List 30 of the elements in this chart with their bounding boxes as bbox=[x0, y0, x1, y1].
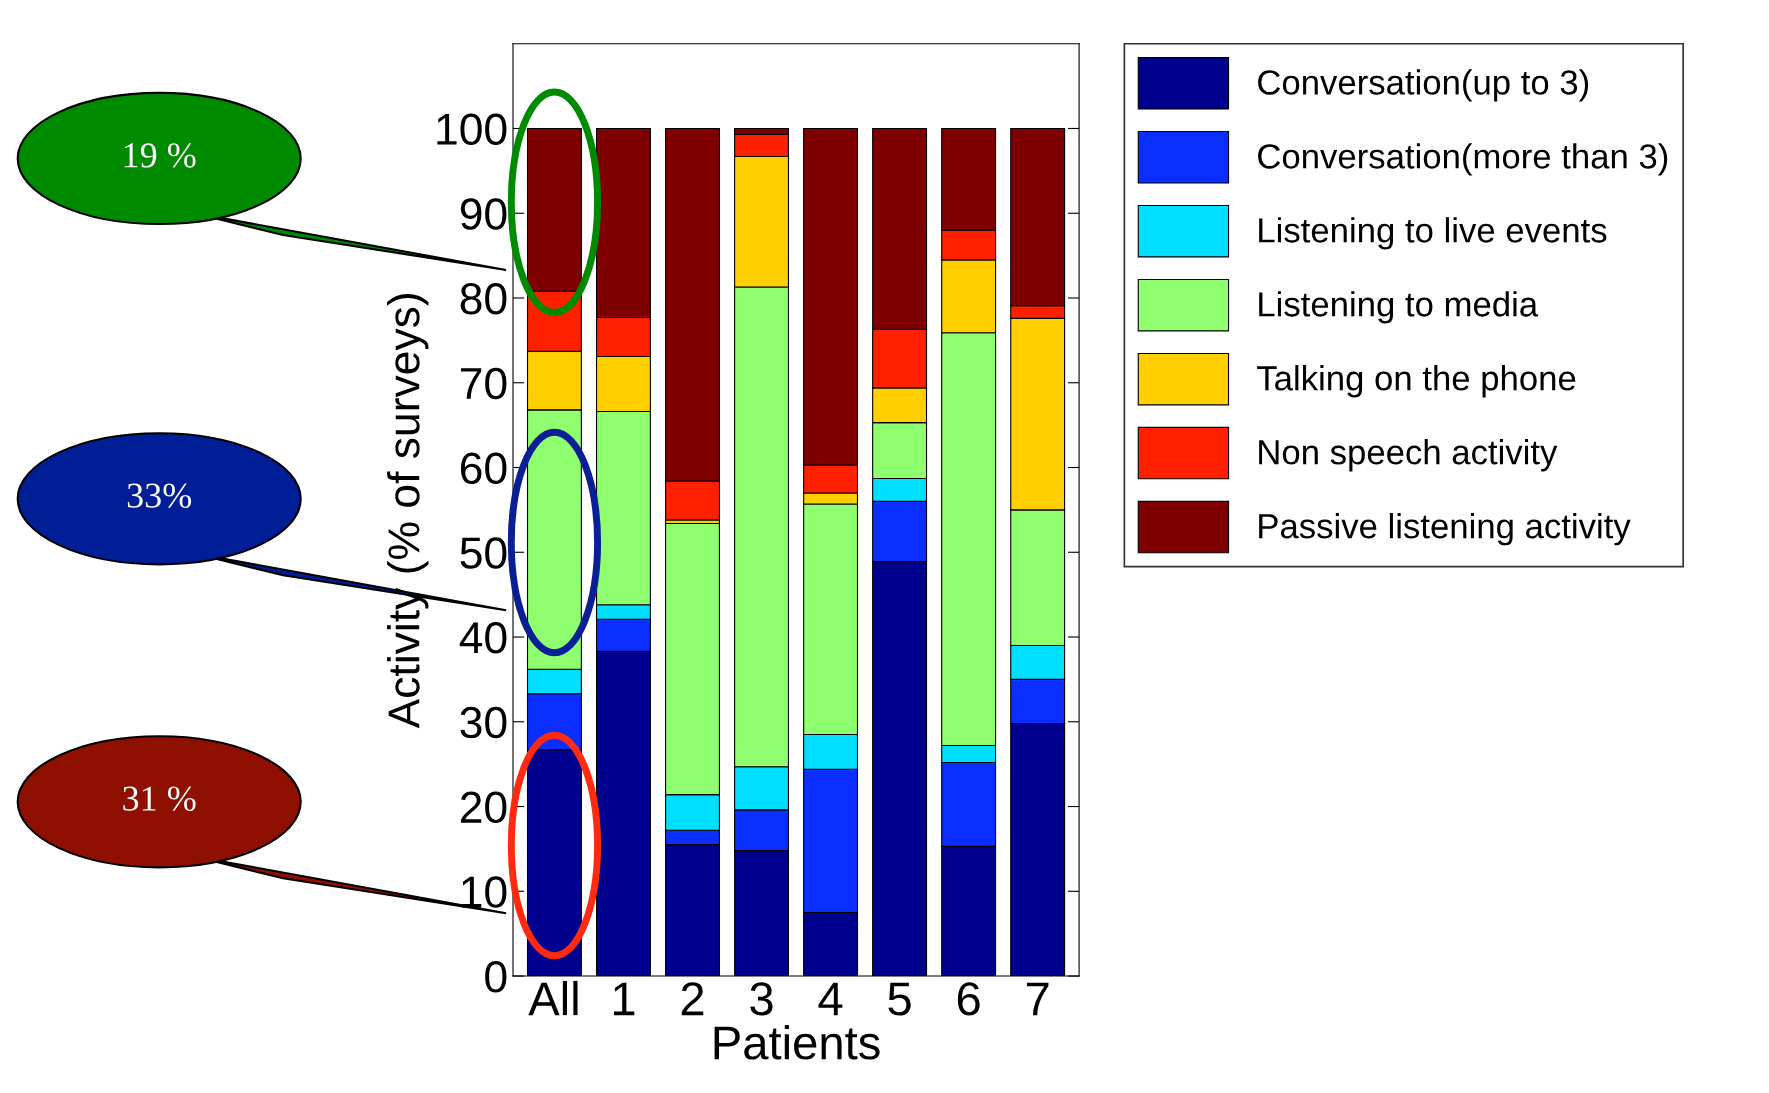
legend-label: Listening to media bbox=[1259, 291, 1539, 324]
y-tick-label: 80 bbox=[460, 283, 507, 315]
text: 31 % bbox=[123, 786, 196, 811]
x-axis-title: Patients bbox=[714, 1024, 880, 1060]
x-tick-label: All bbox=[528, 980, 578, 1016]
legend-label: Listening to live events bbox=[1259, 217, 1607, 250]
y-tick-label: 100 bbox=[437, 113, 507, 146]
x-tick-label: 2 bbox=[681, 982, 704, 1016]
x-tick-label: 3 bbox=[750, 982, 773, 1016]
y-tick-label: 30 bbox=[460, 706, 507, 739]
y-tick-label: 20 bbox=[460, 791, 507, 824]
legend-label: Conversation(up to 3) bbox=[1258, 69, 1589, 102]
text: 19 % bbox=[124, 143, 196, 168]
x-tick-label: 5 bbox=[888, 982, 911, 1016]
x-tick-label: 4 bbox=[818, 982, 843, 1016]
x-tick-label: 1 bbox=[613, 982, 635, 1016]
legend-label: Non speech activity bbox=[1259, 439, 1558, 472]
y-tick-label: 90 bbox=[460, 198, 507, 230]
y-tick-label: 50 bbox=[460, 537, 507, 569]
legend-label: Passive listening activity bbox=[1259, 513, 1631, 546]
y-tick-label: 60 bbox=[460, 452, 507, 485]
y-tick-label: 0 bbox=[485, 961, 507, 993]
y-tick-label: 40 bbox=[459, 622, 507, 654]
text: 33% bbox=[127, 483, 192, 508]
x-tick-label: 6 bbox=[957, 982, 980, 1016]
legend-label: Talking on the phone bbox=[1257, 365, 1576, 398]
legend-label: Conversation(more than 3) bbox=[1258, 143, 1668, 176]
y-axis-title: Activity (% of surveys) bbox=[387, 294, 429, 729]
x-tick-label: 7 bbox=[1026, 982, 1049, 1016]
y-tick-label: 70 bbox=[461, 367, 507, 400]
